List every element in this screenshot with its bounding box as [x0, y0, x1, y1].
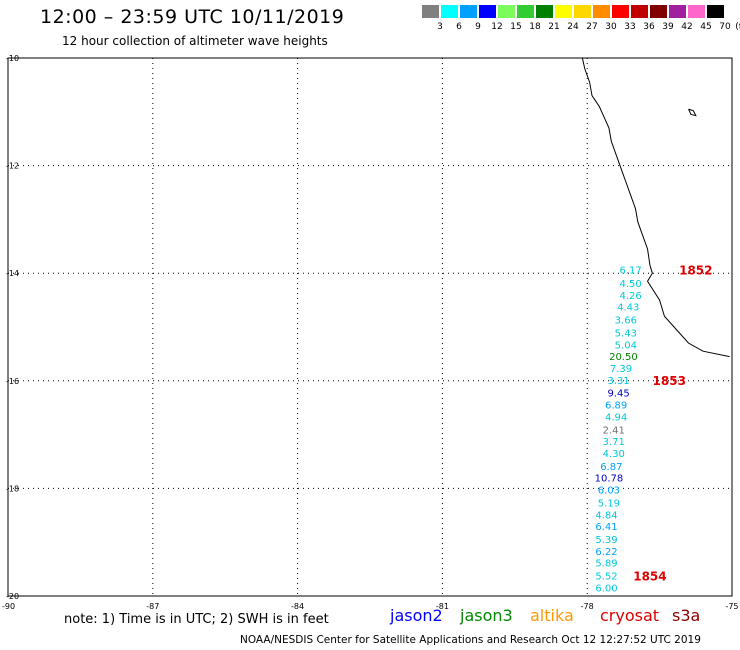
satellite-jason2: jason2 — [390, 606, 443, 625]
plot-frame — [7, 57, 733, 597]
wave-height-label: 5.43 — [615, 328, 637, 339]
x-tick-label: -75 — [725, 602, 738, 611]
scale-label: 27 — [586, 22, 598, 32]
scale-swatch — [669, 5, 686, 18]
coastline — [581, 57, 730, 358]
wave-height-label: 3.66 — [615, 316, 637, 327]
wave-height-label: 6.87 — [600, 462, 622, 473]
wave-height-label: 9.45 — [607, 389, 629, 400]
scale-label: 12 — [491, 22, 503, 32]
wave-height-label: 5.39 — [595, 535, 617, 546]
scale-label: 36 — [643, 22, 655, 32]
wave-height-label: 4.30 — [603, 449, 625, 460]
pass-time-label: 1854 — [633, 570, 666, 584]
x-tick-label: -87 — [146, 602, 159, 611]
wave-height-label: 6.00 — [595, 583, 617, 594]
x-tick-label: -78 — [581, 602, 594, 611]
scale-swatch — [441, 5, 458, 18]
satellite-cryosat: cryosat — [600, 606, 660, 625]
wave-height-label: 6.89 — [605, 401, 627, 412]
satellite-jason3: jason3 — [460, 606, 513, 625]
y-tick-label: -18 — [6, 484, 19, 493]
scale-label: 30 — [605, 22, 617, 32]
wave-height-label: 4.50 — [620, 279, 642, 290]
wave-height-label: 4.84 — [595, 510, 617, 521]
satellite-altika: altika — [530, 606, 574, 625]
scale-label: 21 — [548, 22, 560, 32]
wave-height-label: 5.89 — [595, 559, 617, 570]
scale-swatch — [631, 5, 648, 18]
y-tick-label: -12 — [6, 162, 19, 171]
land-features — [581, 57, 730, 358]
scale-label: 3 — [437, 22, 443, 32]
x-tick-label: -90 — [2, 602, 15, 611]
satellite-s3a: s3a — [672, 606, 701, 625]
scale-label: 9 — [475, 22, 481, 32]
scale-swatch — [688, 5, 705, 18]
scale-label: 45 — [700, 22, 712, 32]
footnote: note: 1) Time is in UTC; 2) SWH is in fe… — [64, 612, 329, 627]
wave-height-label: 6.03 — [598, 486, 620, 497]
page-title: 12:00 – 23:59 UTC 10/11/2019 — [40, 6, 345, 28]
wave-height-label: 5.52 — [595, 572, 617, 583]
pass-time-label: 1853 — [653, 374, 686, 388]
wave-height-label: 6.41 — [595, 522, 617, 533]
pass-time-label: 1852 — [679, 264, 712, 278]
map-grid — [7, 57, 733, 597]
scale-swatch — [555, 5, 572, 18]
island-outline — [688, 108, 697, 117]
wave-height-label: 4.26 — [620, 291, 642, 302]
data-points: 6.17 4.504.264.43 3.665.435.0420.507.393.3… — [595, 264, 713, 595]
x-tick-label: -81 — [436, 602, 449, 611]
scale-label: 42 — [681, 22, 693, 32]
scale-label: 33 — [624, 22, 636, 32]
scale-swatch — [498, 5, 515, 18]
scale-label: 70 — [719, 22, 731, 32]
credit-line: NOAA/NESDIS Center for Satellite Applica… — [240, 634, 701, 646]
y-tick-label: -20 — [6, 592, 19, 601]
scale-swatch — [707, 5, 724, 18]
scale-label: 15 — [510, 22, 522, 32]
axis-ticks: -90 -87 -84 -81 -78 -75 -10 -12 -14 -16 -18 -20 — [2, 54, 739, 611]
scale-swatch — [650, 5, 667, 18]
scale-swatch — [517, 5, 534, 18]
y-tick-label: -14 — [6, 269, 19, 278]
x-tick-label: -84 — [291, 602, 304, 611]
wave-height-label: 6.22 — [595, 547, 617, 558]
wave-height-label: 5.04 — [615, 340, 637, 351]
scale-swatch — [422, 5, 439, 18]
scale-label: 6 — [456, 22, 462, 32]
wave-height-label: 4.94 — [605, 412, 627, 423]
wave-height-label: 3.71 — [603, 437, 625, 448]
wave-height-label: 6.17 — [620, 266, 642, 277]
wave-height-label: 7.39 — [610, 364, 632, 375]
scale-swatch — [612, 5, 629, 18]
y-tick-label: -10 — [6, 54, 19, 63]
scale-unit-label: (ft) — [735, 22, 740, 32]
y-tick-label: -16 — [6, 377, 19, 386]
scale-label: 24 — [567, 22, 579, 32]
page-subtitle: 12 hour collection of altimeter wave hei… — [62, 34, 328, 48]
wave-height-label: 5.19 — [598, 498, 620, 509]
scale-swatch — [593, 5, 610, 18]
wave-height-label: 4.43 — [617, 303, 639, 314]
scale-swatch — [536, 5, 553, 18]
scale-label: 18 — [529, 22, 541, 32]
scale-label: 39 — [662, 22, 674, 32]
wave-height-label: 2.41 — [603, 425, 625, 436]
scale-swatch — [460, 5, 477, 18]
wave-height-label: 3.31 — [607, 376, 629, 387]
scale-swatch — [479, 5, 496, 18]
wave-height-label: 20.50 — [609, 352, 638, 363]
wave-height-label: 10.78 — [595, 474, 624, 485]
scale-swatch — [574, 5, 591, 18]
